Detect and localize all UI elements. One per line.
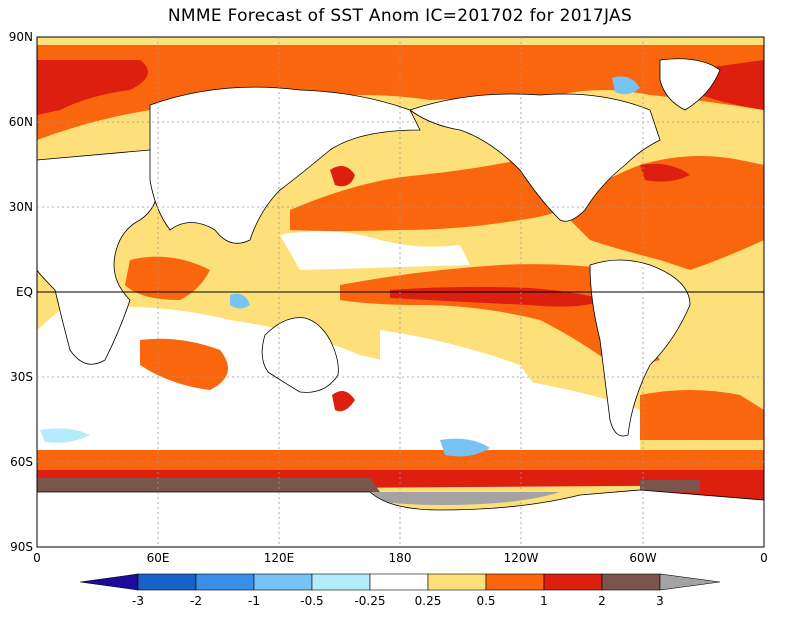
- weddell-brown: [640, 480, 700, 492]
- south-pacific-cool: [440, 438, 490, 457]
- colorbar-bin: [543, 573, 603, 591]
- latitude-labels: 90N 60N 30N EQ 30S 60S 90S: [9, 30, 33, 554]
- north-america-land: [409, 93, 661, 222]
- colorbar-tick: 3: [656, 594, 664, 608]
- colorbar-bin: [369, 573, 429, 591]
- north-indian-warm: [125, 256, 210, 300]
- colorbar-labels: -3 -2 -1 -0.5 -0.25 0.25 0.5 1 2 3: [132, 594, 664, 608]
- lat-label-30n: 30N: [9, 200, 33, 214]
- indonesia-cool: [230, 293, 250, 309]
- colorbar-bin: [137, 573, 197, 591]
- tasman-hot: [332, 391, 355, 412]
- nw-pacific-hot: [330, 166, 355, 187]
- greenland-land: [659, 58, 721, 111]
- south-atlantic-warm: [640, 390, 764, 440]
- colorbar-bin: [311, 573, 371, 591]
- africa-land: [37, 149, 159, 365]
- lon-label-0-west: 0: [33, 551, 41, 565]
- lon-label-180: 180: [389, 551, 412, 565]
- south-pacific-neutral: [380, 330, 560, 440]
- colorbar-tick: 0.25: [415, 594, 442, 608]
- colorbar-bin: [195, 573, 255, 591]
- lat-label-eq: EQ: [16, 285, 33, 299]
- nw-atlantic-hot: [640, 163, 690, 182]
- graticule: [37, 37, 764, 547]
- colorbar-bin: [427, 573, 487, 591]
- lon-label-0-east: 0: [760, 551, 768, 565]
- map-title: NMME Forecast of SST Anom IC=201702 for …: [167, 6, 633, 26]
- longitude-labels: 0 60E 120E 180 120W 60W 0: [33, 551, 768, 565]
- labrador-cool: [612, 76, 640, 95]
- colorbar-tick: -0.25: [354, 594, 385, 608]
- ross-gray: [370, 492, 560, 505]
- north-atlantic-warm: [560, 156, 764, 270]
- lon-label-120e: 120E: [264, 551, 295, 565]
- north-pacific-neutral: [280, 231, 470, 270]
- arctic-hot-west: [37, 60, 148, 115]
- colorbar-high-arrow: [659, 573, 721, 591]
- colorbar-bin: [601, 573, 661, 591]
- lon-label-60w: 60W: [629, 551, 656, 565]
- south-america-land: [589, 259, 691, 437]
- colorbar: [79, 573, 721, 591]
- eurasia-land: [149, 86, 421, 244]
- south-indian-warm: [140, 338, 228, 390]
- colorbar-bin: [253, 573, 313, 591]
- lon-label-60e: 60E: [147, 551, 170, 565]
- colorbar-tick: 1: [540, 594, 548, 608]
- colorbar-tick: 2: [598, 594, 606, 608]
- australia-land: [261, 317, 339, 393]
- colorbar-tick: -3: [132, 594, 144, 608]
- colorbar-tick: -1: [248, 594, 260, 608]
- antarctica-land: [37, 489, 764, 547]
- sw-indian-cool: [40, 428, 90, 443]
- lat-label-30s: 30S: [10, 370, 33, 384]
- colorbar-tick: 0.5: [476, 594, 495, 608]
- north-pacific-warm-band: [290, 160, 580, 231]
- arctic-warm: [37, 45, 764, 140]
- lat-label-90n: 90N: [9, 30, 33, 44]
- lat-label-60n: 60N: [9, 115, 33, 129]
- colorbar-tick: -2: [190, 594, 202, 608]
- southern-ocean-warm: [37, 450, 764, 470]
- colorbar-low-arrow: [79, 573, 139, 591]
- lon-label-120w: 120W: [504, 551, 539, 565]
- colorbar-bin: [485, 573, 545, 591]
- colorbar-tick: -0.5: [300, 594, 323, 608]
- lat-label-90s: 90S: [10, 540, 33, 554]
- antarctic-margin-brown: [37, 478, 380, 492]
- lat-label-60s: 60S: [10, 455, 33, 469]
